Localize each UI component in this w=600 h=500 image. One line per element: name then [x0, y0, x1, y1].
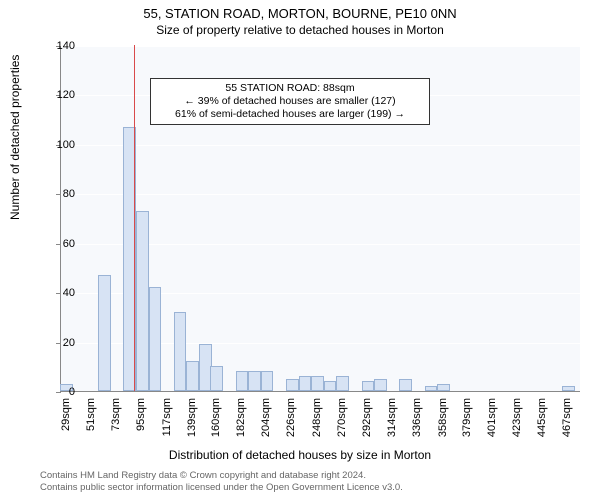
- xtick-label: 358sqm: [437, 398, 449, 437]
- histogram-bar: [399, 379, 412, 391]
- gridline: [61, 145, 580, 146]
- histogram-bar: [248, 371, 261, 391]
- histogram-bar: [562, 386, 575, 391]
- xtick-label: 401sqm: [486, 398, 498, 437]
- ytick-label: 0: [45, 386, 75, 398]
- xtick-label: 248sqm: [311, 398, 323, 437]
- histogram-bar: [186, 361, 199, 391]
- histogram-bar: [336, 376, 349, 391]
- annotation-line: 55 STATION ROAD: 88sqm: [157, 82, 423, 95]
- xtick-label: 445sqm: [536, 398, 548, 437]
- ytick-label: 100: [45, 139, 75, 151]
- xtick-label: 51sqm: [85, 398, 97, 431]
- ytick-label: 120: [45, 89, 75, 101]
- footer-attribution: Contains HM Land Registry data © Crown c…: [40, 470, 403, 494]
- gridline: [61, 392, 580, 393]
- histogram-bar: [136, 211, 149, 391]
- chart-subtitle: Size of property relative to detached ho…: [0, 21, 600, 41]
- xtick-label: 95sqm: [135, 398, 147, 431]
- xtick-label: 117sqm: [161, 398, 173, 436]
- footer-line: Contains public sector information licen…: [40, 482, 403, 494]
- ytick-label: 20: [45, 337, 75, 349]
- histogram-bar: [98, 275, 111, 391]
- xtick-label: 336sqm: [411, 398, 423, 437]
- xtick-label: 139sqm: [186, 398, 198, 437]
- xtick-label: 29sqm: [60, 398, 72, 431]
- xtick-label: 292sqm: [361, 398, 373, 437]
- histogram-bar: [236, 371, 249, 391]
- xtick-label: 204sqm: [260, 398, 272, 437]
- ytick-label: 140: [45, 40, 75, 52]
- histogram-bar: [324, 381, 337, 391]
- histogram-bar: [286, 379, 299, 391]
- histogram-bar: [425, 386, 438, 391]
- xtick-label: 314sqm: [386, 398, 398, 437]
- histogram-bar: [261, 371, 274, 391]
- ytick-label: 40: [45, 287, 75, 299]
- annotation-box: 55 STATION ROAD: 88sqm← 39% of detached …: [150, 78, 430, 125]
- xtick-label: 467sqm: [561, 398, 573, 437]
- chart-title: 55, STATION ROAD, MORTON, BOURNE, PE10 0…: [0, 0, 600, 21]
- annotation-line: ← 39% of detached houses are smaller (12…: [157, 95, 423, 108]
- xtick-label: 423sqm: [511, 398, 523, 437]
- ytick-label: 60: [45, 238, 75, 250]
- histogram-bar: [210, 366, 223, 391]
- xtick-label: 270sqm: [336, 398, 348, 437]
- gridline: [61, 194, 580, 195]
- property-marker-line: [134, 45, 135, 391]
- histogram-bar: [374, 379, 387, 391]
- y-axis-label: Number of detached properties: [8, 55, 22, 220]
- ytick-label: 80: [45, 188, 75, 200]
- xtick-label: 160sqm: [210, 398, 222, 437]
- x-axis-label: Distribution of detached houses by size …: [0, 448, 600, 462]
- xtick-label: 226sqm: [285, 398, 297, 437]
- histogram-bar: [174, 312, 187, 391]
- footer-line: Contains HM Land Registry data © Crown c…: [40, 470, 403, 482]
- gridline: [61, 46, 580, 47]
- histogram-bar: [362, 381, 375, 391]
- annotation-line: 61% of semi-detached houses are larger (…: [157, 108, 423, 121]
- histogram-bar: [299, 376, 312, 391]
- xtick-label: 182sqm: [235, 398, 247, 437]
- xtick-label: 379sqm: [461, 398, 473, 437]
- histogram-bar: [311, 376, 324, 391]
- xtick-label: 73sqm: [110, 398, 122, 431]
- histogram-bar: [149, 287, 162, 391]
- histogram-bar: [437, 384, 450, 391]
